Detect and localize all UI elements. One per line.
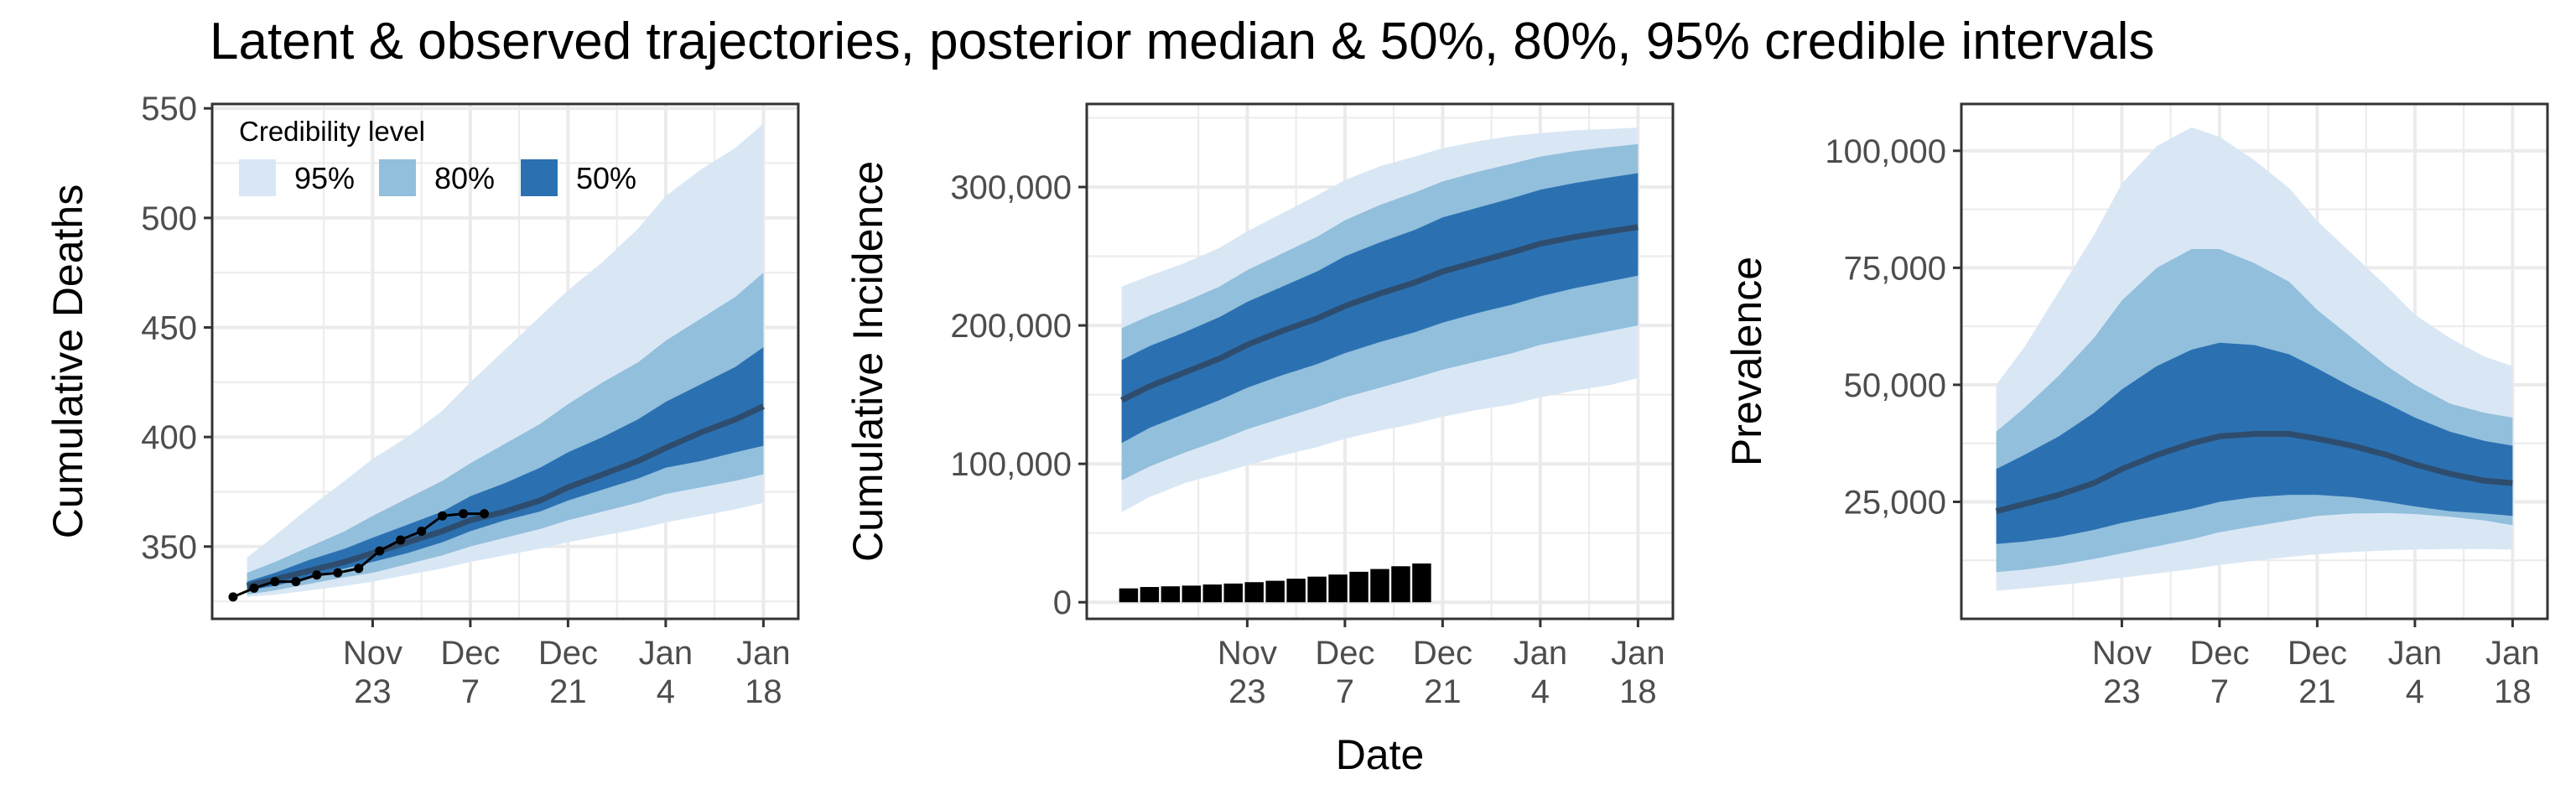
panel-border (1960, 102, 2549, 621)
y-tick-label: 50,000 (1844, 367, 1946, 404)
legend-title: Credibility level (239, 116, 425, 147)
y-tick-label: 25,000 (1844, 484, 1946, 521)
y-tick-label: 200,000 (950, 308, 1072, 345)
observed-point (438, 511, 448, 521)
observed-bar (1307, 576, 1327, 603)
y-tick-label: 75,000 (1844, 250, 1946, 287)
observed-bar (1202, 584, 1223, 603)
observed-bar (1265, 580, 1285, 603)
band-50 (1996, 342, 2513, 544)
y-tick-label: 400 (141, 419, 197, 456)
x-tick-label-day: 21 (2298, 673, 2336, 710)
x-tick-label-month: Nov (343, 635, 402, 672)
panel-2: 0100,000200,000300,000Nov23Dec7Dec21Jan4… (844, 102, 1675, 710)
legend-label: 80% (434, 161, 495, 195)
y-tick-label: 100,000 (1825, 133, 1946, 170)
x-tick-label-day: 18 (2494, 673, 2532, 710)
observed-point (312, 570, 322, 580)
band-80 (247, 273, 764, 595)
x-tick-label-day: 18 (745, 673, 782, 710)
x-tick-label-day: 23 (354, 673, 392, 710)
y-tick-label: 450 (141, 310, 197, 347)
observed-point (270, 577, 280, 587)
median-line (1120, 224, 1639, 403)
x-tick-label-month: Dec (1413, 635, 1472, 672)
observed-bar (1370, 569, 1389, 603)
x-tick-label-month: Dec (2189, 635, 2249, 672)
x-tick-label-day: 4 (1531, 673, 1550, 710)
median-line (246, 403, 765, 589)
x-tick-label-month: Jan (736, 635, 791, 672)
x-tick-label-month: Nov (1218, 635, 1277, 672)
legend-swatch (239, 159, 276, 196)
x-tick-label-day: 7 (1336, 673, 1354, 710)
band-50 (247, 347, 764, 590)
observed-point (291, 577, 301, 587)
y-axis-title: Cumulative Deaths (44, 184, 91, 538)
x-tick-label-day: 23 (2103, 673, 2141, 710)
y-tick-label: 500 (141, 200, 197, 237)
observed-point (417, 526, 427, 536)
observed-point (354, 564, 364, 574)
y-tick-label: 300,000 (950, 169, 1072, 206)
observed-bar (1223, 583, 1243, 603)
observed-point (333, 568, 343, 578)
panel-3: 25,00050,00075,000100,000Nov23Dec7Dec21J… (1723, 102, 2549, 710)
legend-label: 50% (576, 161, 636, 195)
x-tick-label-month: Dec (2288, 635, 2347, 672)
y-axis-title: Prevalence (1723, 257, 1770, 466)
panel-1: 350400450500550Nov23Dec7Dec21Jan4Jan18Cu… (44, 91, 800, 710)
observed-point (396, 535, 406, 545)
observed-point (249, 583, 259, 593)
observed-bar (1182, 585, 1202, 603)
observed-bar (1349, 571, 1368, 603)
observed-bar (1244, 582, 1264, 603)
x-tick-label-day: 21 (549, 673, 587, 710)
legend: Credibility level 95% 80% 50% (239, 116, 636, 196)
legend-swatch (379, 159, 416, 196)
x-tick-label-day: 4 (2406, 673, 2424, 710)
x-tick-label-month: Jan (1514, 635, 1568, 672)
observed-point (228, 592, 238, 602)
y-tick-label: 350 (141, 529, 197, 566)
x-tick-label-day: 18 (1619, 673, 1657, 710)
observed-bar (1161, 586, 1181, 603)
x-tick-label-day: 7 (2210, 673, 2229, 710)
observed-point (459, 509, 469, 519)
median-line (1995, 431, 2513, 514)
x-tick-label-day: 7 (461, 673, 480, 710)
observed-bar (1119, 588, 1139, 603)
x-tick-label-month: Dec (538, 635, 598, 672)
figure-title: Latent & observed trajectories, posterio… (210, 13, 2155, 70)
legend-label: 95% (294, 161, 355, 195)
band-50 (1121, 173, 1639, 444)
panel-border (1085, 102, 1675, 621)
x-tick-label-day: 21 (1424, 673, 1462, 710)
x-tick-label-month: Nov (2092, 635, 2152, 672)
x-axis-title: Date (1336, 731, 1425, 778)
x-tick-label-month: Dec (440, 635, 500, 672)
x-tick-label-month: Jan (2485, 635, 2540, 672)
x-tick-label-month: Jan (2388, 635, 2443, 672)
x-tick-label-month: Jan (639, 635, 693, 672)
observed-bar (1286, 579, 1306, 603)
panel-border (210, 102, 800, 621)
observed-bar (1412, 563, 1431, 603)
y-tick-label: 550 (141, 91, 197, 127)
x-tick-label-month: Jan (1611, 635, 1665, 672)
y-tick-label: 0 (1053, 584, 1072, 621)
x-tick-label-month: Dec (1315, 635, 1374, 672)
observed-bar (1391, 566, 1410, 603)
x-tick-label-day: 23 (1228, 673, 1266, 710)
x-tick-label-day: 4 (657, 673, 675, 710)
legend-swatch (521, 159, 558, 196)
y-axis-title: Cumulative Incidence (844, 161, 891, 562)
observed-bar (1328, 574, 1348, 603)
y-tick-label: 100,000 (950, 446, 1072, 483)
observed-bar (1140, 587, 1160, 603)
observed-point (375, 546, 385, 556)
observed-point (480, 509, 490, 519)
